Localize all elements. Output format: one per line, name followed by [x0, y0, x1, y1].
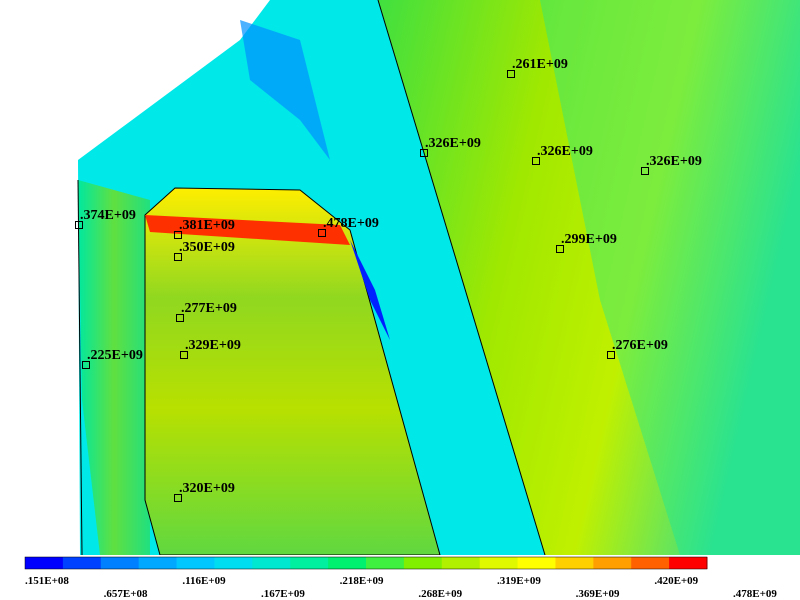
legend-label: .657E+08 — [104, 588, 148, 600]
edge-line — [377, 0, 546, 556]
color-swatch — [631, 557, 670, 569]
inner-region — [144, 187, 441, 556]
color-swatch — [138, 557, 178, 569]
legend-label: .420E+09 — [654, 575, 698, 587]
color-swatch — [555, 557, 594, 569]
left-region — [78, 180, 150, 555]
legend-label: .116E+09 — [182, 575, 226, 587]
color-swatch — [403, 557, 443, 569]
probe-label: .350E+09 — [179, 240, 235, 255]
legend-label: .218E+09 — [340, 575, 384, 587]
color-swatch — [328, 557, 367, 569]
right-shade — [540, 0, 800, 555]
probe-marker — [641, 167, 649, 175]
probe-label: .381E+09 — [179, 218, 235, 233]
probe-label: .277E+09 — [181, 301, 237, 316]
color-swatch — [517, 557, 556, 569]
probe-marker — [174, 253, 182, 261]
probe-marker — [174, 494, 182, 502]
color-swatch — [100, 557, 140, 569]
probe-label: .374E+09 — [80, 208, 136, 223]
probe-label: .326E+09 — [646, 154, 702, 169]
probe-label: .225E+09 — [87, 348, 143, 363]
probe-label: .478E+09 — [323, 216, 379, 231]
color-swatch — [214, 557, 253, 569]
probe-marker — [82, 361, 90, 369]
color-swatch — [176, 557, 215, 569]
color-swatch — [441, 557, 481, 569]
probe-marker — [607, 351, 615, 359]
probe-label: .320E+09 — [179, 481, 235, 496]
legend-label: .268E+09 — [418, 588, 462, 600]
probe-label: .299E+09 — [561, 232, 617, 247]
color-swatch — [669, 557, 708, 569]
probe-label: .329E+09 — [185, 338, 241, 353]
color-swatch — [62, 557, 102, 569]
color-bar-frame — [24, 556, 708, 570]
probe-marker — [176, 314, 184, 322]
edge-line — [77, 179, 83, 556]
color-swatch — [366, 557, 405, 569]
legend-label: .151E+08 — [25, 575, 69, 587]
probe-marker — [420, 149, 428, 157]
color-swatch — [593, 557, 632, 569]
probe-label: .276E+09 — [612, 338, 668, 353]
probe-marker — [556, 245, 564, 253]
probe-marker — [507, 70, 515, 78]
blue-region — [240, 20, 330, 160]
probe-marker — [174, 231, 182, 239]
probe-label: .326E+09 — [425, 136, 481, 151]
legend-label: .478E+09 — [733, 588, 777, 600]
legend-label: .319E+09 — [497, 575, 541, 587]
probe-marker — [318, 229, 326, 237]
legend-label: .167E+09 — [261, 588, 305, 600]
probe-label: .261E+09 — [512, 57, 568, 72]
probe-label: .326E+09 — [537, 144, 593, 159]
probe-marker — [75, 221, 83, 229]
right-region — [378, 0, 800, 555]
probe-marker — [532, 157, 540, 165]
hot-band — [145, 215, 350, 245]
legend-label: .369E+09 — [576, 588, 620, 600]
legend-labels: .151E+08 .657E+08 .116E+09 .167E+09 .218E+09… — [25, 575, 777, 600]
color-swatch — [479, 557, 519, 569]
cold-spot — [350, 240, 390, 340]
color-swatch — [252, 557, 291, 569]
color-swatch — [25, 557, 64, 569]
color-swatch — [290, 557, 329, 569]
color-bar — [24, 556, 708, 570]
probe-group: .374E+09 .381E+09 .478E+09 .350E+09 .277E+09… — [75, 57, 702, 502]
probe-marker — [180, 351, 188, 359]
